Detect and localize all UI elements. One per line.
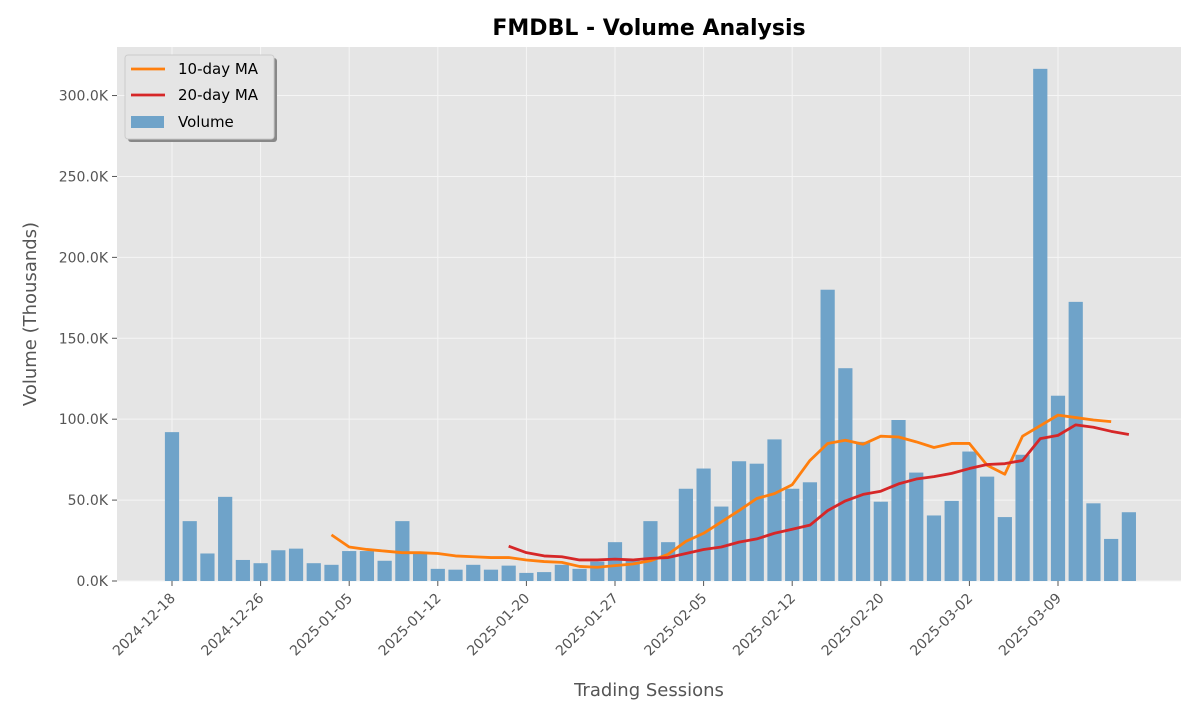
volume-bar: [997, 517, 1012, 581]
volume-bar: [288, 548, 304, 581]
legend-item-ma20-label: 20-day MA: [178, 86, 259, 104]
volume-bar: [412, 553, 428, 581]
volume-bar: [1068, 301, 1083, 581]
volume-bar: [306, 563, 321, 581]
volume-bar: [448, 569, 463, 581]
volume-bar: [572, 568, 587, 581]
y-tick-label: 200.0K: [59, 250, 109, 266]
volume-bar: [926, 515, 942, 581]
volume-bar: [1033, 68, 1048, 581]
y-tick-label: 250.0K: [59, 169, 109, 185]
volume-bar: [1121, 512, 1136, 581]
volume-bar: [749, 463, 764, 581]
volume-bar: [607, 542, 623, 581]
ma20-line: [508, 423, 1130, 562]
volume-bar: [554, 564, 569, 581]
volume-bar: [767, 439, 782, 581]
volume-bar: [324, 564, 339, 581]
volume-bar: [678, 488, 693, 581]
volume-bar: [731, 461, 747, 581]
y-tick-label: 150.0K: [59, 331, 109, 347]
volume-bar: [501, 565, 516, 581]
volume-bars: [164, 68, 1136, 581]
volume-bar: [537, 572, 552, 581]
volume-bar: [661, 542, 676, 581]
volume-bar: [909, 472, 924, 581]
volume-bar: [377, 560, 392, 581]
volume-bar: [164, 432, 180, 581]
volume-bar: [643, 521, 658, 581]
volume-bar: [696, 468, 711, 581]
volume-bar: [820, 289, 835, 581]
volume-bar: [359, 551, 375, 581]
volume-bar: [519, 572, 534, 581]
volume-bar: [590, 561, 605, 581]
volume-bar: [182, 521, 197, 581]
chart-title: FMDBL - Volume Analysis: [492, 16, 805, 41]
volume-bar: [944, 500, 959, 581]
volume-bar: [483, 569, 499, 581]
volume-bar: [838, 368, 853, 581]
y-axis-label: Volume (Thousands): [20, 222, 41, 406]
volume-bar: [342, 551, 357, 581]
volume-bar: [235, 559, 250, 581]
y-axis: 0.0K 50.0K 100.0K 150.0K 200.0K 250.0K 300.0K: [59, 89, 117, 590]
volume-bar: [1050, 395, 1066, 581]
volume-bar: [466, 564, 481, 581]
volume-bar: [1104, 538, 1119, 581]
legend-item-volume-swatch: [131, 116, 164, 128]
volume-bar: [785, 488, 800, 581]
y-tick-label: 0.0K: [77, 574, 109, 590]
volume-bar: [1086, 503, 1101, 581]
volume-bar: [430, 568, 445, 581]
volume-bar: [962, 451, 977, 581]
volume-bar: [980, 476, 995, 581]
volume-bar: [395, 521, 410, 581]
plot-area: [117, 47, 1181, 581]
volume-bar: [802, 482, 818, 581]
legend: 10-day MA 20-day MA Volume: [124, 54, 277, 142]
volume-bar: [855, 441, 871, 581]
volume-bar: [253, 563, 268, 581]
moving-average-lines: [330, 413, 1130, 569]
legend-item-ma10-label: 10-day MA: [178, 60, 259, 78]
y-tick-label: 100.0K: [59, 412, 109, 428]
volume-bar: [873, 501, 888, 581]
volume-bar: [200, 553, 215, 581]
y-tick-label: 50.0K: [68, 493, 109, 509]
legend-item-volume-label: Volume: [178, 113, 234, 131]
y-tick-label: 300.0K: [59, 89, 109, 105]
volume-bar: [218, 496, 233, 581]
ma10-line: [330, 413, 1112, 569]
volume-bar: [1015, 454, 1030, 581]
volume-bar: [271, 550, 286, 581]
x-axis-label: Trading Sessions: [573, 680, 724, 701]
volume-bar: [891, 419, 906, 581]
